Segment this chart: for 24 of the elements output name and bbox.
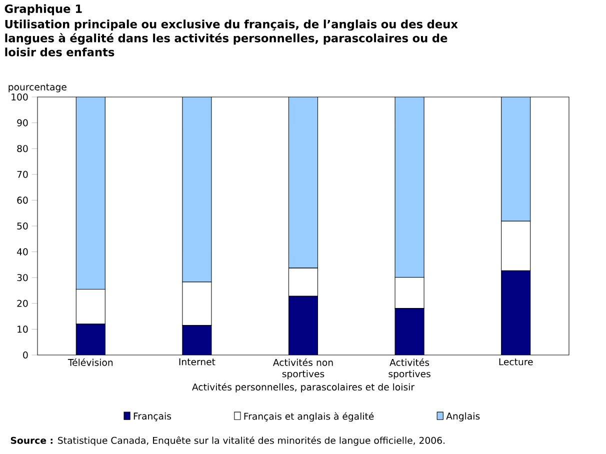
x-tick-label: Activités non sportives: [272, 358, 333, 380]
legend-label: Français: [134, 412, 172, 422]
y-tick-label: 10: [18, 326, 28, 333]
y-tick-label: 30: [17, 274, 28, 282]
y-tick-label: 70: [17, 170, 28, 178]
x-tick-label: Activités sportives: [388, 358, 430, 380]
x-tick-label: Internet: [179, 358, 216, 366]
y-tick-label: 80: [17, 145, 28, 152]
legend-label: Anglais: [446, 412, 480, 422]
x-tick-label: Lecture: [499, 358, 533, 366]
y-tick-label: 20: [17, 300, 28, 307]
chart-title: Graphique 1: [4, 4, 82, 16]
y-tick-label: 90: [17, 119, 28, 126]
y-axis-title: pourcentage: [8, 84, 66, 92]
y-tick-label: 40: [17, 248, 28, 256]
legend-label: Français et anglais à égalité: [244, 412, 374, 422]
y-tick-label: 60: [17, 196, 28, 204]
text: Source : Statistique Canada, Enquête sur la vitalité des minorités de langue officielle, 2006.: [10, 436, 444, 446]
y-tick-label: 100: [12, 93, 28, 101]
x-axis-title: Activités personnelles, parascolaires et de loisir: [192, 382, 415, 392]
chart-subtitle: Utilisation principale ou exclusive du français, de l’anglais ou des deux langues à égalité dans les activités personnelles, parascolaires ou de loisir des enfants: [5, 20, 458, 56]
y-tick-label: 0: [23, 351, 28, 359]
y-tick-label: 50: [17, 222, 28, 230]
x-tick-label: Télévision: [68, 358, 113, 366]
